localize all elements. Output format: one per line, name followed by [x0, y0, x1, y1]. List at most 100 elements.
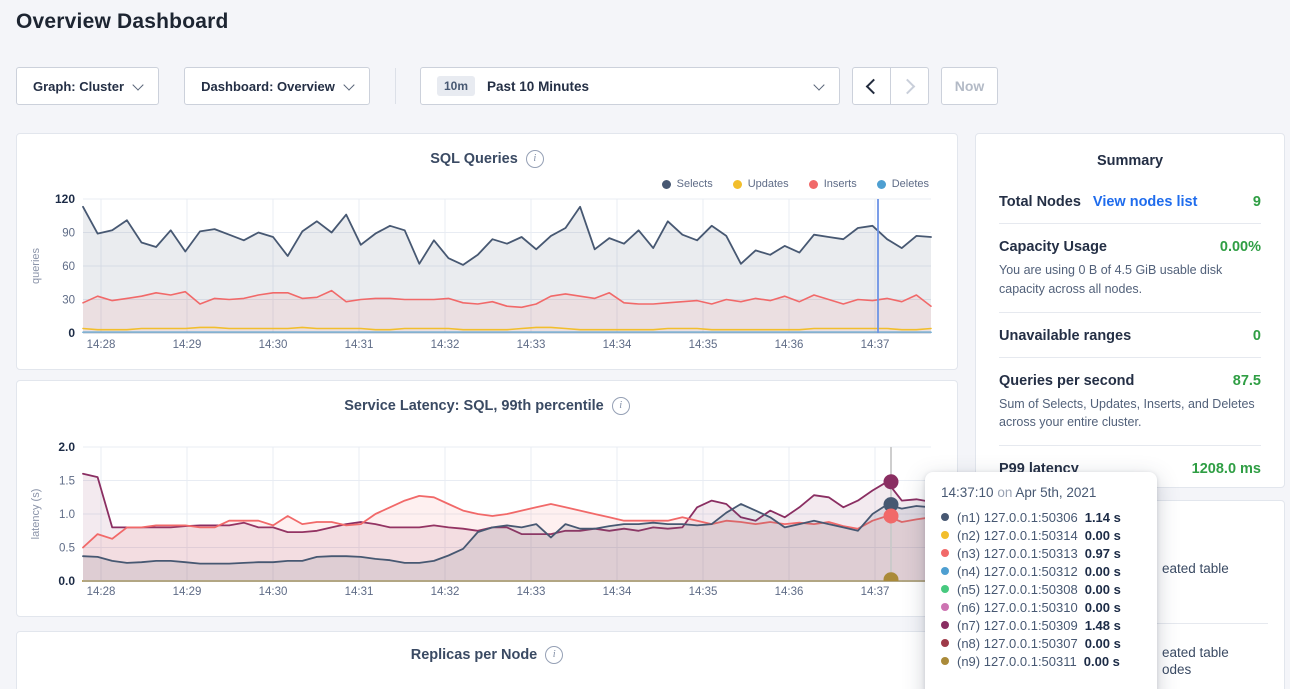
node-color-dot-icon — [941, 531, 949, 539]
svg-text:14:35: 14:35 — [689, 339, 718, 351]
tooltip-node-row: (n4) 127.0.0.1:503120.00 s — [941, 562, 1141, 580]
svg-text:14:37: 14:37 — [861, 339, 890, 351]
tooltip-node-label: (n5) 127.0.0.1:50308 — [957, 582, 1078, 597]
dashboard-dropdown-label: Dashboard: Overview — [201, 79, 335, 94]
summary-value: 1208.0 ms — [1192, 461, 1261, 477]
service-latency-title-row: Service Latency: SQL, 99th percentile i — [17, 381, 957, 415]
svg-text:queries: queries — [30, 247, 42, 284]
summary-heading: Summary — [976, 134, 1284, 169]
svg-text:1.5: 1.5 — [59, 476, 75, 488]
toolbar-divider — [395, 68, 396, 104]
time-prev-button[interactable] — [852, 67, 891, 105]
sql-queries-chart[interactable]: 030609012014:2814:2914:3014:3114:3214:33… — [17, 192, 959, 360]
event-item-text: eated table — [1162, 561, 1229, 576]
legend-dot-icon — [662, 180, 671, 189]
replicas-per-node-panel: Replicas per Node i — [16, 631, 958, 689]
node-color-dot-icon — [941, 513, 949, 521]
summary-label: Unavailable ranges — [999, 328, 1131, 344]
tooltip-node-value: 0.00 s — [1085, 528, 1121, 543]
sql-queries-panel: SQL Queries i Selects Updates Inserts Delet… — [16, 133, 958, 370]
graph-dropdown-label: Graph: Cluster — [33, 79, 124, 94]
event-item-text: eated table — [1162, 645, 1229, 660]
svg-text:14:35: 14:35 — [689, 586, 718, 598]
summary-description: You are using 0 B of 4.5 GiB usable disk… — [999, 261, 1261, 299]
summary-label: Capacity Usage — [999, 239, 1107, 255]
summary-panel: Summary Total NodesView nodes list9Capac… — [975, 133, 1285, 488]
time-range-label: Past 10 Minutes — [487, 79, 589, 94]
info-icon[interactable]: i — [612, 397, 630, 415]
chart-title: SQL Queries — [430, 151, 518, 167]
node-color-dot-icon — [941, 639, 949, 647]
tooltip-node-row: (n3) 127.0.0.1:503130.97 s — [941, 544, 1141, 562]
chart-legend: Selects Updates Inserts Deletes — [662, 178, 929, 190]
tooltip-node-row: (n6) 127.0.0.1:503100.00 s — [941, 598, 1141, 616]
sql-queries-title-row: SQL Queries i — [17, 134, 957, 168]
chart-hover-tooltip: 14:37:10 on Apr 5th, 2021 (n1) 127.0.0.1… — [925, 472, 1157, 689]
svg-text:14:30: 14:30 — [259, 586, 288, 598]
tooltip-timestamp: 14:37:10 on Apr 5th, 2021 — [941, 485, 1141, 500]
node-color-dot-icon — [941, 621, 949, 629]
node-color-dot-icon — [941, 657, 949, 665]
legend-dot-icon — [733, 180, 742, 189]
summary-value: 0 — [1253, 328, 1261, 344]
legend-item: Updates — [733, 178, 789, 190]
svg-text:120: 120 — [55, 192, 75, 206]
legend-label: Deletes — [892, 178, 929, 190]
tooltip-node-value: 0.97 s — [1085, 546, 1121, 561]
chevron-down-icon — [343, 79, 354, 90]
time-next-button[interactable] — [890, 67, 929, 105]
chevron-down-icon — [813, 79, 824, 90]
service-latency-panel: Service Latency: SQL, 99th percentile i … — [16, 380, 958, 617]
time-step-button-group — [852, 67, 929, 105]
service-latency-chart[interactable]: 0.00.51.01.52.014:2814:2914:3014:3114:32… — [17, 431, 959, 607]
tooltip-node-value: 1.48 s — [1085, 618, 1121, 633]
graph-dropdown[interactable]: Graph: Cluster — [16, 67, 159, 105]
tooltip-node-label: (n7) 127.0.0.1:50309 — [957, 618, 1078, 633]
dashboard-dropdown[interactable]: Dashboard: Overview — [184, 67, 370, 105]
chevron-left-icon — [866, 78, 882, 94]
svg-text:1.0: 1.0 — [59, 509, 75, 521]
tooltip-node-label: (n9) 127.0.0.1:50311 — [957, 654, 1077, 669]
summary-rows: Total NodesView nodes list9Capacity Usag… — [976, 169, 1284, 490]
legend-label: Inserts — [824, 178, 857, 190]
tooltip-node-value: 0.00 s — [1085, 600, 1121, 615]
tooltip-node-row: (n8) 127.0.0.1:503070.00 s — [941, 634, 1141, 652]
summary-value: 0.00% — [1220, 239, 1261, 255]
tooltip-node-row: (n9) 127.0.0.1:503110.00 s — [941, 652, 1141, 670]
summary-row: Unavailable ranges 0 — [999, 313, 1261, 358]
time-range-selector[interactable]: 10m Past 10 Minutes — [420, 67, 840, 105]
replicas-title-row: Replicas per Node i — [17, 632, 957, 664]
node-color-dot-icon — [941, 603, 949, 611]
tooltip-node-row: (n2) 127.0.0.1:503140.00 s — [941, 526, 1141, 544]
summary-description: Sum of Selects, Updates, Inserts, and De… — [999, 395, 1261, 433]
legend-label: Selects — [677, 178, 713, 190]
summary-row: Queries per second87.5Sum of Selects, Up… — [999, 358, 1261, 447]
node-color-dot-icon — [941, 549, 949, 557]
svg-text:14:36: 14:36 — [775, 586, 804, 598]
info-icon[interactable]: i — [526, 150, 544, 168]
tooltip-node-label: (n1) 127.0.0.1:50306 — [957, 510, 1078, 525]
svg-text:14:32: 14:32 — [431, 339, 460, 351]
chevron-down-icon — [132, 79, 143, 90]
summary-value: 9 — [1253, 194, 1261, 210]
tooltip-node-value: 0.00 s — [1085, 636, 1121, 651]
tooltip-node-row: (n1) 127.0.0.1:503061.14 s — [941, 508, 1141, 526]
svg-text:14:34: 14:34 — [603, 586, 632, 598]
tooltip-date: Apr 5th, 2021 — [1015, 485, 1096, 500]
event-item-text: odes — [1162, 662, 1191, 677]
legend-item: Selects — [662, 178, 713, 190]
svg-text:14:28: 14:28 — [87, 586, 116, 598]
svg-text:14:29: 14:29 — [173, 339, 202, 351]
tooltip-node-row: (n5) 127.0.0.1:503080.00 s — [941, 580, 1141, 598]
summary-row: Total NodesView nodes list9 — [999, 179, 1261, 224]
svg-text:14:31: 14:31 — [345, 339, 374, 351]
svg-text:14:31: 14:31 — [345, 586, 374, 598]
page-title: Overview Dashboard — [16, 10, 229, 34]
svg-text:14:29: 14:29 — [173, 586, 202, 598]
svg-text:0: 0 — [68, 326, 75, 340]
info-icon[interactable]: i — [545, 646, 563, 664]
now-button[interactable]: Now — [941, 67, 998, 105]
svg-text:14:30: 14:30 — [259, 339, 288, 351]
legend-dot-icon — [809, 180, 818, 189]
view-nodes-list-link[interactable]: View nodes list — [1093, 194, 1198, 210]
